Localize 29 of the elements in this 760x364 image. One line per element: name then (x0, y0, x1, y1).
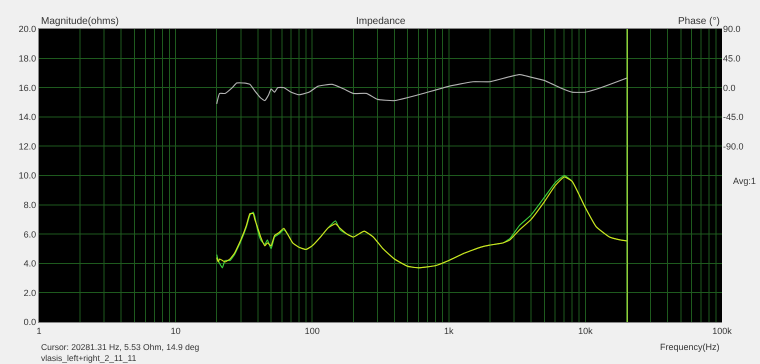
y-axis-title: Magnitude(ohms) (41, 16, 119, 27)
x-tick-label: 100 (304, 326, 320, 336)
y-tick-label: 18.0 (18, 53, 36, 64)
x-tick-label: 10k (578, 326, 594, 336)
y-tick-label: 12.0 (18, 141, 36, 152)
x-tick-label: 1 (36, 326, 42, 336)
y-tick-label: 10.0 (18, 170, 36, 181)
y2-tick-label: 90.0 (723, 24, 741, 34)
text: Avg:1 (733, 176, 756, 186)
y2-tick-label: -45.0 (723, 112, 744, 122)
text: vlasis_left+right_2_11_11 (41, 353, 137, 363)
y-tick-label: 8.0 (24, 200, 36, 210)
y-tick-label: 0.0 (24, 317, 36, 328)
x-tick-label: 1k (444, 326, 454, 336)
y2-tick-label: 45.0 (723, 53, 741, 64)
y-tick-label: 20.0 (18, 24, 36, 34)
text: Cursor: 20281.31 Hz, 5.53 Ohm, 14.9 deg (41, 342, 200, 352)
chart-title: Impedance (356, 16, 406, 27)
y2-tick-label: 0.0 (723, 82, 736, 93)
x-tick-label: 100k (712, 326, 732, 336)
y-tick-label: 16.0 (18, 82, 36, 93)
y2-axis-title: Phase (°) (678, 16, 720, 27)
x-tick-label: 10 (170, 326, 181, 336)
y-tick-label: 2.0 (24, 288, 36, 298)
x-axis-title: Frequency(Hz) (660, 342, 720, 352)
y2-tick-label: -90.0 (723, 141, 744, 152)
y-tick-label: 4.0 (24, 258, 36, 269)
y-tick-label: 14.0 (18, 112, 36, 122)
y-tick-label: 6.0 (24, 229, 36, 240)
